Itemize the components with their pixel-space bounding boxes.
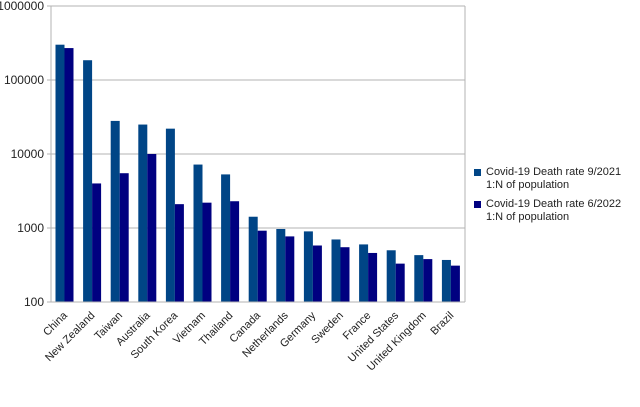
bar-series2 [64,48,74,302]
bar-series2 [450,265,460,302]
bar-series2 [395,263,405,302]
bar-series2 [257,230,267,302]
bar-series1 [359,244,369,302]
legend-label-1: Covid-19 Death rate 9/2021 1:N of popula… [486,166,622,191]
y-tick-label: 100 [24,295,44,309]
bar-series2 [119,173,129,302]
y-tick-label: 1000000 [0,0,44,13]
bar-series1 [110,120,120,302]
bar-series1 [331,239,341,302]
x-tick-label: New Zealand [43,310,97,364]
bar-series2 [174,204,184,302]
bar-series1 [386,250,396,302]
y-tick-label: 100000 [4,73,44,87]
bar-series1 [55,44,65,303]
bar-series1 [221,174,231,302]
bar-series2 [230,201,240,302]
bar-series2 [368,252,378,302]
axes [50,6,466,303]
bar-series2 [202,202,212,302]
y-tick-label: 1000 [17,221,44,235]
legend-label-2: Covid-19 Death rate 6/2022 1:N of popula… [486,198,622,223]
bar-series2 [92,183,102,302]
bar-series1 [138,124,148,303]
bar-series1 [441,259,451,302]
bar-series1 [414,255,424,302]
bar-series2 [147,154,157,302]
legend-swatch-2 [474,201,481,208]
bar-series1 [193,164,203,302]
bar-series2 [340,247,350,302]
legend: Covid-19 Death rate 9/2021 1:N of popula… [474,166,638,230]
bar-series1 [276,228,286,302]
y-tick-label: 10000 [11,147,45,161]
x-tick-label: Brazil [428,310,456,338]
bar-series2 [423,259,433,302]
legend-item-1: Covid-19 Death rate 9/2021 1:N of popula… [474,166,638,192]
legend-item-2: Covid-19 Death rate 6/2022 1:N of popula… [474,198,638,224]
bar-series2 [285,236,295,302]
bars [55,44,460,303]
bar-series1 [83,60,93,302]
bar-series1 [165,128,175,302]
bar-series1 [248,216,258,302]
bar-series2 [312,245,322,302]
bar-series1 [303,231,313,302]
y-tick-labels: 100 1000 10000 100000 1000000 [0,0,44,309]
legend-swatch-1 [474,169,481,176]
